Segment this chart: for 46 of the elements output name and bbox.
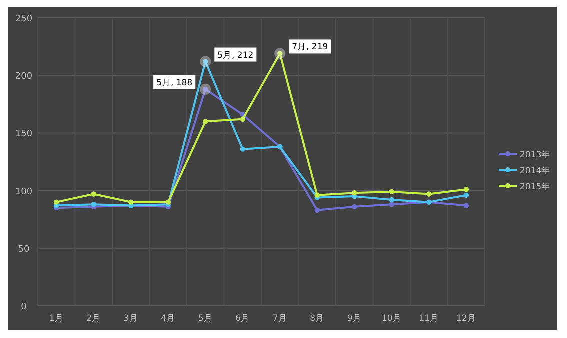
annotation: 7月, 219 (292, 42, 328, 53)
x-tick-label: 2月 (86, 314, 102, 324)
x-tick-label: 12月 (456, 314, 476, 324)
annotation: 5月, 212 (218, 50, 254, 61)
y-tick-label: 100 (15, 187, 33, 198)
point (389, 197, 394, 203)
annotation: 7月, 219 (274, 40, 332, 60)
point (240, 146, 246, 152)
x-tick-label: 6月 (236, 314, 250, 324)
point (314, 192, 320, 198)
point (352, 190, 358, 196)
y-tick-label: 250 (15, 14, 33, 24)
annotation: 5月, 188 (156, 78, 193, 88)
point (426, 192, 432, 197)
legend-label: 2013年 (520, 150, 551, 160)
point (91, 202, 96, 208)
y-tick-label: 0 (21, 302, 28, 312)
point (389, 189, 394, 195)
x-tick-label: 8月 (310, 314, 325, 324)
x-tick-label: 11月 (419, 314, 440, 324)
point (352, 204, 358, 210)
y-tick-label: 200 (15, 72, 33, 82)
point (314, 208, 320, 213)
annotation: 5月, 212 (200, 48, 257, 68)
point (203, 119, 208, 124)
point (128, 200, 134, 205)
point (464, 203, 469, 208)
x-tick-label: 7月 (272, 314, 288, 324)
x-tick-label: 4月 (161, 314, 176, 324)
x-tick-label: 10月 (382, 314, 402, 324)
y-tick-label: 50 (18, 244, 30, 255)
point (91, 192, 96, 197)
x-tick-label: 3月 (124, 314, 138, 324)
point (54, 200, 60, 205)
y-tick-label: 150 (15, 130, 33, 140)
point (389, 202, 394, 208)
annotation: 5月, 188 (154, 75, 212, 95)
legend-label: 2015年 (520, 182, 551, 192)
point (240, 116, 246, 122)
x-tick-label: 5月 (198, 314, 213, 324)
point (464, 192, 469, 198)
point (464, 187, 469, 192)
x-tick-label: 1月 (49, 314, 64, 324)
x-tick-label: 9月 (347, 314, 362, 324)
legend-label: 2014年 (520, 166, 551, 176)
point (166, 200, 171, 205)
